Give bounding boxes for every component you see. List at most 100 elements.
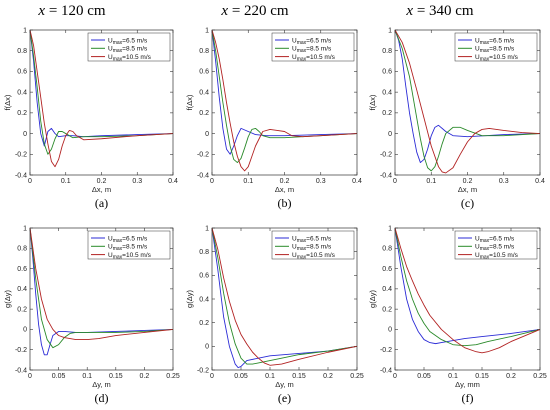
column-title-value: = 120 cm (45, 3, 106, 19)
y-tick-label: 0 (23, 327, 27, 334)
legend-symbol: U (292, 244, 297, 251)
x-tick-label: 0.1 (82, 373, 92, 380)
x-tick-label: 0.4 (168, 178, 178, 185)
x-tick-label: 0.3 (132, 178, 142, 185)
legend-value: =6.5 m/s (489, 37, 515, 44)
legend-symbol: U (292, 37, 297, 44)
legend-symbol: U (475, 46, 480, 53)
x-tick-label: 0.2 (506, 373, 516, 380)
series-line-3 (394, 227, 541, 354)
legend-subscript: max (297, 48, 307, 54)
legend-subscript: max (297, 56, 307, 62)
x-axis-label: Δx, m (92, 185, 111, 194)
series-line-3 (211, 29, 358, 172)
panel-caption: (e) (278, 391, 291, 405)
series-line-2 (211, 227, 358, 365)
x-tick-label: 0.25 (350, 373, 364, 380)
legend-value: =8.5 m/s (306, 46, 332, 53)
y-axis-label: g(Δy) (368, 290, 377, 308)
x-tick-label: 0.15 (475, 373, 489, 380)
legend-value: =8.5 m/s (489, 244, 515, 251)
x-tick-label: 0.25 (533, 373, 547, 380)
y-tick-label: -0.2 (197, 367, 209, 374)
y-tick-label: 0.8 (382, 246, 392, 253)
y-tick-label: -0.2 (197, 152, 209, 159)
y-tick-label: -0.4 (380, 172, 392, 179)
legend-label: Umax=8.5 m/s (475, 244, 515, 253)
y-tick-label: -0.2 (380, 347, 392, 354)
x-axis-label: Δy, m (275, 380, 294, 389)
legend-label: Umax=10.5 m/s (475, 54, 519, 63)
legend-symbol: U (475, 37, 480, 44)
x-tick-label: 0.2 (97, 178, 107, 185)
series-line-2 (394, 29, 541, 172)
panel-caption: (a) (95, 196, 108, 210)
column-title: x = 120 cm (37, 3, 106, 19)
x-axis-label: Δy, m (92, 380, 111, 389)
y-tick-label: 1 (205, 27, 209, 34)
legend-value: =6.5 m/s (306, 235, 332, 242)
y-tick-label: 0.4 (199, 89, 209, 96)
plot-frame (394, 29, 541, 176)
legend-symbol: U (292, 252, 297, 259)
legend-value: =10.5 m/s (489, 54, 518, 61)
legend-symbol: U (292, 235, 297, 242)
y-tick-label: 0.2 (199, 110, 209, 117)
legend-value: =6.5 m/s (122, 235, 148, 242)
series-line-1 (29, 29, 174, 147)
legend-subscript: max (297, 238, 307, 244)
y-tick-label: 0 (205, 344, 209, 351)
x-tick-label: 0.25 (166, 373, 180, 380)
panel-caption: (f) (462, 391, 474, 405)
legend-value: =10.5 m/s (306, 54, 335, 61)
y-tick-label: -0.2 (380, 152, 392, 159)
legend-label: Umax=8.5 m/s (108, 244, 148, 253)
legend-value: =8.5 m/s (306, 244, 332, 251)
legend-label: Umax=6.5 m/s (108, 235, 148, 244)
chart-panel-a: 0 0.1 0.2 0.3 0.4-0.4-0.200.20.40.60.81Umax=… (3, 27, 178, 210)
y-tick-label: 0.2 (17, 306, 27, 313)
legend-label: Umax=6.5 m/s (475, 235, 515, 244)
x-tick-label: 0.4 (535, 178, 545, 185)
x-tick-label: 0 (210, 373, 214, 380)
legend-subscript: max (113, 246, 123, 252)
x-tick-label: 0.1 (265, 373, 275, 380)
legend-value: =10.5 m/s (122, 54, 151, 61)
legend-label: Umax=10.5 m/s (108, 252, 152, 261)
legend-value: =8.5 m/s (122, 244, 148, 251)
x-tick-label: 0 (393, 178, 397, 185)
legend-symbol: U (108, 54, 113, 61)
y-tick-label: -0.4 (15, 367, 27, 374)
column-title-value: = 220 cm (228, 3, 289, 19)
x-tick-label: 0.3 (499, 178, 509, 185)
legend-label: Umax=10.5 m/s (292, 54, 336, 63)
legend-value: =10.5 m/s (122, 252, 151, 259)
panel-caption: (b) (278, 196, 292, 210)
x-tick-label: 0.1 (61, 178, 71, 185)
series-line-1 (394, 227, 541, 345)
chart-panel-b: 0 0.1 0.2 0.3 0.4-0.4-0.200.20.40.60.81Umax=… (185, 27, 362, 210)
legend-value: =6.5 m/s (306, 37, 332, 44)
legend-value: =8.5 m/s (489, 46, 515, 53)
legend-subscript: max (113, 56, 123, 62)
x-tick-label: 0.05 (234, 373, 248, 380)
series-line-3 (29, 227, 174, 341)
x-tick-label: 0.2 (280, 178, 290, 185)
series-line-3 (29, 29, 174, 168)
series-line-1 (211, 227, 358, 369)
x-tick-label: 0.2 (140, 373, 150, 380)
legend-value: =6.5 m/s (489, 235, 515, 242)
legend-subscript: max (480, 254, 490, 260)
plot-frame (29, 227, 174, 371)
legend-label: Umax=8.5 m/s (292, 244, 332, 253)
y-tick-label: 0.2 (17, 110, 27, 117)
legend-symbol: U (108, 252, 113, 259)
x-tick-label: 0.2 (323, 373, 333, 380)
y-axis-label: g(Δy) (185, 290, 194, 308)
column-title: x = 220 cm (220, 3, 289, 19)
column-title-var: x (405, 3, 413, 19)
x-tick-label: 0.2 (463, 178, 473, 185)
legend-label: Umax=6.5 m/s (475, 37, 515, 46)
legend-label: Umax=10.5 m/s (292, 252, 336, 261)
x-tick-label: 0.15 (292, 373, 306, 380)
